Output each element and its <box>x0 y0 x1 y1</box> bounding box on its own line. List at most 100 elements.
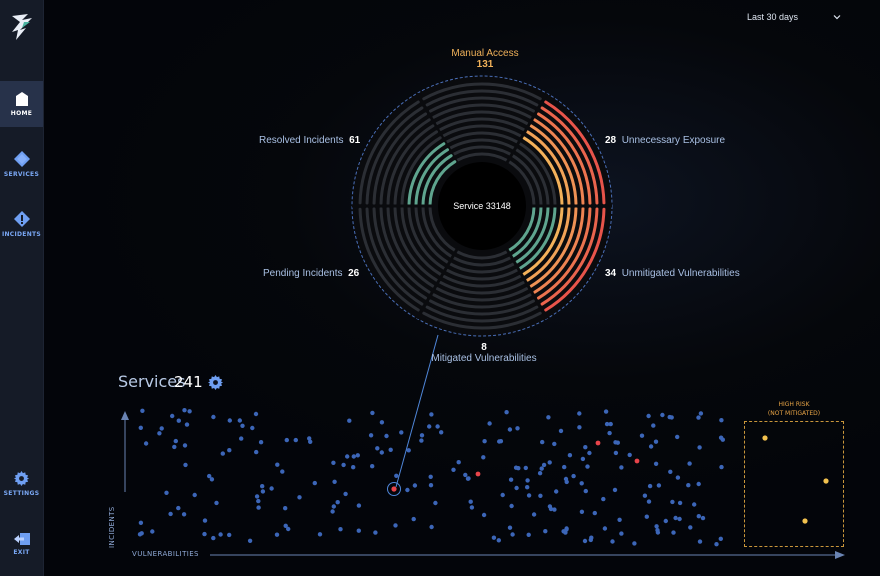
sidebar-item-home[interactable]: HOME <box>0 81 43 127</box>
wheel-ring-arc <box>455 152 509 162</box>
service-dot <box>696 415 701 420</box>
service-dot <box>419 438 424 443</box>
sidebar-item-label: SETTINGS <box>3 490 40 497</box>
service-dot <box>182 443 188 448</box>
service-dot <box>140 408 145 413</box>
service-dot <box>187 409 192 414</box>
wheel-ring-arc <box>372 112 428 205</box>
wheel-ring-arc <box>540 207 599 306</box>
service-dot <box>686 483 691 488</box>
service-dot <box>697 445 702 450</box>
service-dot <box>181 512 187 517</box>
service-dot <box>675 434 680 440</box>
segment-label-unmitigated-vulnerabilities[interactable]: 34 Unmitigated Vulnerabilities <box>605 268 740 279</box>
wheel-ring-arc <box>428 160 457 207</box>
service-dot <box>673 515 678 521</box>
service-dot <box>351 454 356 459</box>
service-dot <box>567 453 573 458</box>
service-dot <box>356 503 362 508</box>
service-dot <box>250 425 255 431</box>
service-dot <box>429 524 434 530</box>
service-dot <box>531 512 537 517</box>
service-dot <box>254 494 260 499</box>
services-settings-gear-icon[interactable] <box>208 375 223 390</box>
service-dot <box>159 426 164 431</box>
wheel-ring-arc <box>422 82 542 101</box>
sidebar-item-settings[interactable]: SETTINGS <box>0 461 43 507</box>
service-dot <box>433 500 438 506</box>
service-dot <box>172 444 177 450</box>
app-logo-icon[interactable] <box>8 12 36 42</box>
service-dot <box>373 530 378 535</box>
wheel-ring-arc <box>455 250 509 260</box>
service-dot <box>356 528 361 533</box>
service-dot <box>481 512 487 518</box>
wheel-ring-arc <box>435 287 529 302</box>
services-scatter-plot <box>137 408 829 547</box>
service-dot <box>539 466 544 471</box>
selected-service-ring <box>387 482 401 496</box>
service-dot <box>317 532 323 537</box>
service-dot <box>540 439 545 445</box>
segment-name: Resolved Incidents <box>259 135 344 146</box>
service-dot <box>283 506 288 511</box>
service-dot <box>627 452 632 458</box>
segment-label-manual-access[interactable]: Manual Access 131 <box>430 48 540 70</box>
date-range-select[interactable]: Last 30 days <box>747 12 843 26</box>
service-dot <box>583 488 588 494</box>
segment-label-mitigated-vulnerabilities[interactable]: 8 Mitigated Vulnerabilities <box>420 342 548 364</box>
segment-name: Unmitigated Vulnerabilities <box>621 268 740 279</box>
service-dot <box>592 510 597 516</box>
service-dot <box>254 449 259 455</box>
wheel-ring-arc <box>393 130 439 206</box>
wheel-ring-arc <box>393 206 439 282</box>
service-dot <box>274 532 280 537</box>
segment-value: 131 <box>476 59 494 70</box>
service-dot <box>405 487 410 493</box>
wheel-divider <box>504 246 549 320</box>
wheel-segment-4 <box>358 205 457 312</box>
service-dot <box>370 410 375 416</box>
sidebar-item-services[interactable]: SERVICES <box>0 141 43 187</box>
sidebar-item-incidents[interactable]: INCIDENTS <box>0 201 43 247</box>
wheel-ring-arc <box>536 112 592 205</box>
service-wheel[interactable] <box>351 75 613 488</box>
service-dot <box>552 441 557 447</box>
service-dot <box>469 505 475 510</box>
sidebar-item-exit[interactable]: EXIT <box>0 521 43 567</box>
wheel-segment-3 <box>422 250 542 330</box>
wheel-ring-arc <box>536 207 592 300</box>
service-dot <box>260 489 266 494</box>
wheel-ring-arc <box>533 207 585 294</box>
wheel-ring-arc <box>432 293 532 309</box>
service-dot <box>525 478 530 483</box>
sidebar-item-label: HOME <box>10 109 33 117</box>
wheel-ring-arc <box>518 206 557 270</box>
high-risk-zone[interactable] <box>744 421 844 547</box>
segment-label-resolved-incidents[interactable]: Resolved Incidents 61 <box>259 135 360 146</box>
service-dot <box>718 435 724 440</box>
wheel-ring-arc <box>442 274 522 288</box>
service-dot <box>338 527 343 532</box>
wheel-ring-arc <box>414 148 450 206</box>
service-dot <box>582 538 588 544</box>
service-dot <box>406 448 411 453</box>
segment-name: Manual Access <box>451 48 519 59</box>
segment-label-unnecessary-exposure[interactable]: 28 Unnecessary Exposure <box>605 135 725 146</box>
service-dot <box>384 433 389 439</box>
service-dot <box>577 425 582 430</box>
service-dot <box>552 507 557 512</box>
segment-label-pending-incidents[interactable]: Pending Incidents 26 <box>263 268 359 279</box>
service-dot <box>612 487 618 493</box>
service-dot <box>143 441 149 446</box>
service-dot <box>671 530 676 535</box>
service-dot <box>312 480 317 486</box>
wheel-divider <box>415 92 460 166</box>
service-dot <box>613 440 618 445</box>
sidebar-item-label: INCIDENTS <box>1 230 42 238</box>
wheel-ring-arc <box>432 103 532 119</box>
service-dot <box>613 450 619 456</box>
wheel-ring-arc <box>358 100 420 205</box>
home-icon <box>15 91 28 106</box>
service-dot <box>343 491 348 497</box>
